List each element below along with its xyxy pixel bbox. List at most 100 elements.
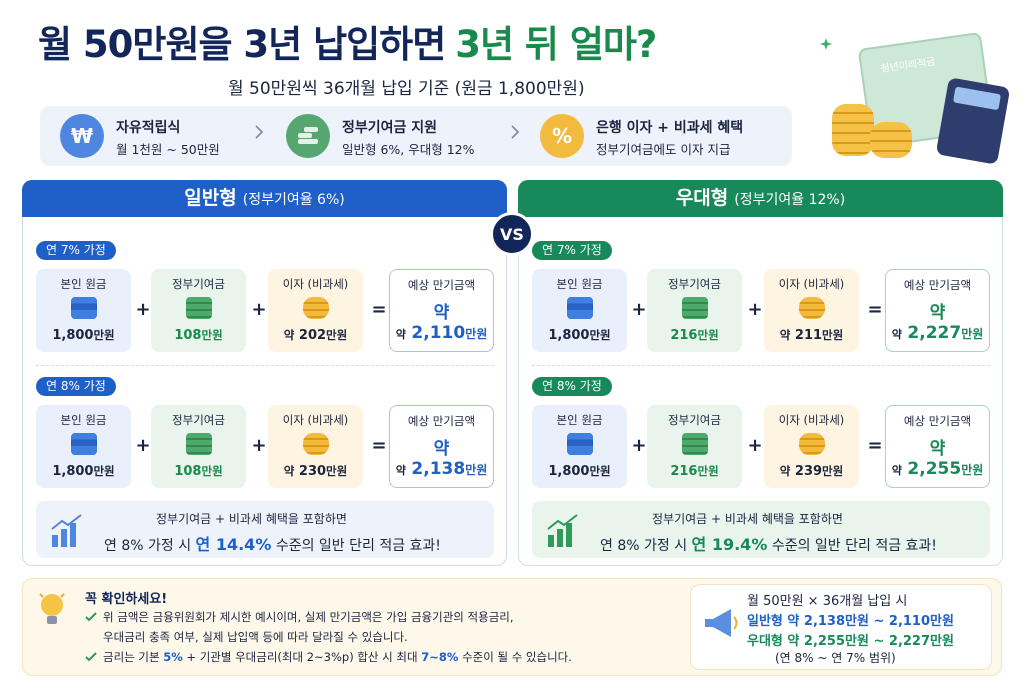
notice-highlight: 5% (163, 650, 183, 664)
result-box: 예상 만기금액 약 약 2,255만원 (885, 405, 990, 488)
scenario-label: 연 7% 가정 (532, 241, 612, 260)
operator: + (747, 435, 763, 456)
growth-icon (547, 514, 578, 547)
result-label: 예상 만기금액 (407, 414, 476, 428)
unit: 만원 (697, 464, 719, 478)
feature-icon (286, 114, 330, 158)
feature-icon: % (540, 114, 584, 158)
amount: 1,800 (52, 328, 94, 343)
operator: = (867, 299, 883, 320)
unit: 만원 (326, 328, 348, 342)
notice-highlight: 7~8% (421, 650, 459, 664)
feature-bar: ₩ 자유적립식 월 1천원 ~ 50만원 정부기여금 지원 일반형 6%, 우대… (40, 106, 792, 166)
notice-line: 위 금액은 금융위원회가 제시한 예시이며, 실제 만기금액은 가입 금융기관의… (103, 610, 514, 624)
notice-line: 우대금리 충족 여부, 실제 납입액 등에 따라 달라질 수 있습니다. (103, 630, 408, 644)
scenario-label: 연 7% 가정 (36, 241, 116, 260)
chevron (255, 125, 264, 139)
amount: 2,227 (907, 323, 962, 343)
amount-box: 정부기여금 108만원 (151, 405, 246, 488)
coins (832, 104, 874, 156)
box-value: 108만원 (151, 463, 246, 479)
amount: 2,255 (907, 459, 962, 479)
operator: + (251, 435, 267, 456)
unit: 만원 (465, 463, 488, 477)
amount: 108 (174, 328, 202, 343)
amount: 2,138 (411, 459, 466, 479)
amount-box: 본인 원금 1,800만원 (532, 269, 627, 352)
unit: 만원 (589, 328, 611, 342)
result-label: 예상 만기금액 (903, 414, 972, 428)
bankbook-label: 청년미래적금 (879, 56, 937, 76)
amount-box: 이자 (비과세) 약 211만원 (764, 269, 859, 352)
result-box: 예상 만기금액 약 약 2,227만원 (885, 269, 990, 352)
money-icon (567, 297, 593, 319)
amount: 2,110 (411, 323, 466, 343)
box-label: 정부기여금 (172, 413, 225, 427)
amount-box: 정부기여금 216만원 (647, 405, 742, 488)
check (85, 612, 97, 622)
money-icon (567, 433, 593, 455)
summary-text: 연 8% 가정 시 (104, 538, 192, 554)
result-value: 약 2,138만원 (390, 459, 493, 479)
amount-box: 정부기여금 108만원 (151, 269, 246, 352)
feature-icon: ₩ (60, 114, 104, 158)
result-approx: 약 (929, 303, 946, 323)
amount: 1,800 (52, 464, 94, 479)
recap-name: 우대형 (747, 634, 783, 649)
notice-text: + 기관별 우대금리(최대 2~3%p) 합산 시 최대 (186, 650, 418, 664)
result-label: 예상 만기금액 (407, 278, 476, 292)
summary-line: 연 8% 가정 시 연 19.4% 수준의 일반 단리 적금 효과! (600, 531, 937, 555)
summary: 정부기여금 + 비과세 혜택을 포함하면 연 8% 가정 시 연 14.4% 수준… (36, 501, 494, 558)
box-value: 약 211만원 (764, 327, 859, 343)
subtitle: 월 50만원씩 36개월 납입 기준 (원금 1,800만원) (228, 79, 585, 99)
prefix: 약 (779, 464, 791, 478)
money-icon (799, 297, 825, 319)
box-value: 1,800만원 (36, 463, 131, 479)
amount: 216 (670, 464, 698, 479)
summary-text: 수준의 일반 단리 적금 효과! (771, 538, 937, 554)
bulb-icon (39, 593, 65, 624)
feature-desc: 월 1천원 ~ 50만원 (116, 142, 220, 157)
calc-screen (952, 86, 1002, 111)
panel-header: 일반형 (정부기여율 6%) (22, 180, 507, 217)
prefix: 약 (395, 328, 406, 341)
summary-highlight: 연 14.4% (195, 535, 272, 554)
vs-badge: VS (490, 212, 534, 256)
box-label: 정부기여금 (172, 277, 225, 291)
summary-line: 연 8% 가정 시 연 14.4% 수준의 일반 단리 적금 효과! (104, 531, 441, 555)
divider (36, 365, 494, 366)
box-value: 약 202만원 (268, 327, 363, 343)
notice-text: 금리는 기본 (103, 650, 160, 664)
divider (532, 365, 990, 366)
amount-box: 이자 (비과세) 약 230만원 (268, 405, 363, 488)
unit: 만원 (961, 463, 984, 477)
amount: 1,800 (548, 464, 590, 479)
coins (870, 122, 912, 158)
recap-row: 일반형 약 2,138만원 ~ 2,110만원 (747, 610, 954, 629)
prefix: 약 (891, 328, 902, 341)
recap-row: 우대형 약 2,255만원 ~ 2,227만원 (747, 630, 954, 649)
box-label: 이자 (비과세) (778, 413, 845, 427)
box-label: 본인 원금 (556, 277, 603, 291)
amount: 108 (174, 464, 202, 479)
result-value: 약 2,255만원 (886, 459, 989, 479)
result-label: 예상 만기금액 (903, 278, 972, 292)
box-value: 1,800만원 (36, 327, 131, 343)
money-icon (303, 297, 329, 319)
sparkle (820, 38, 832, 50)
amount-box: 본인 원금 1,800만원 (532, 405, 627, 488)
result-approx: 약 (433, 439, 450, 459)
title: 월 50만원을 3년 납입하면 3년 뒤 얼마? (38, 14, 657, 68)
title-accent: 3년 뒤 얼마? (455, 23, 657, 66)
amount: 216 (670, 328, 698, 343)
unit: 만원 (326, 464, 348, 478)
unit: 만원 (822, 328, 844, 342)
money-icon (71, 433, 97, 455)
amount: 202 (298, 328, 327, 343)
box-label: 이자 (비과세) (282, 413, 349, 427)
panel: 일반형 (정부기여율 6%) 연 7% 가정 본인 원금 1,800만원 + 정부기여금 10… (22, 180, 507, 566)
summary: 정부기여금 + 비과세 혜택을 포함하면 연 8% 가정 시 연 19.4% 수준… (532, 501, 990, 558)
panel-name: 우대형 (675, 187, 729, 209)
unit: 만원 (201, 328, 223, 342)
operator: + (135, 299, 151, 320)
